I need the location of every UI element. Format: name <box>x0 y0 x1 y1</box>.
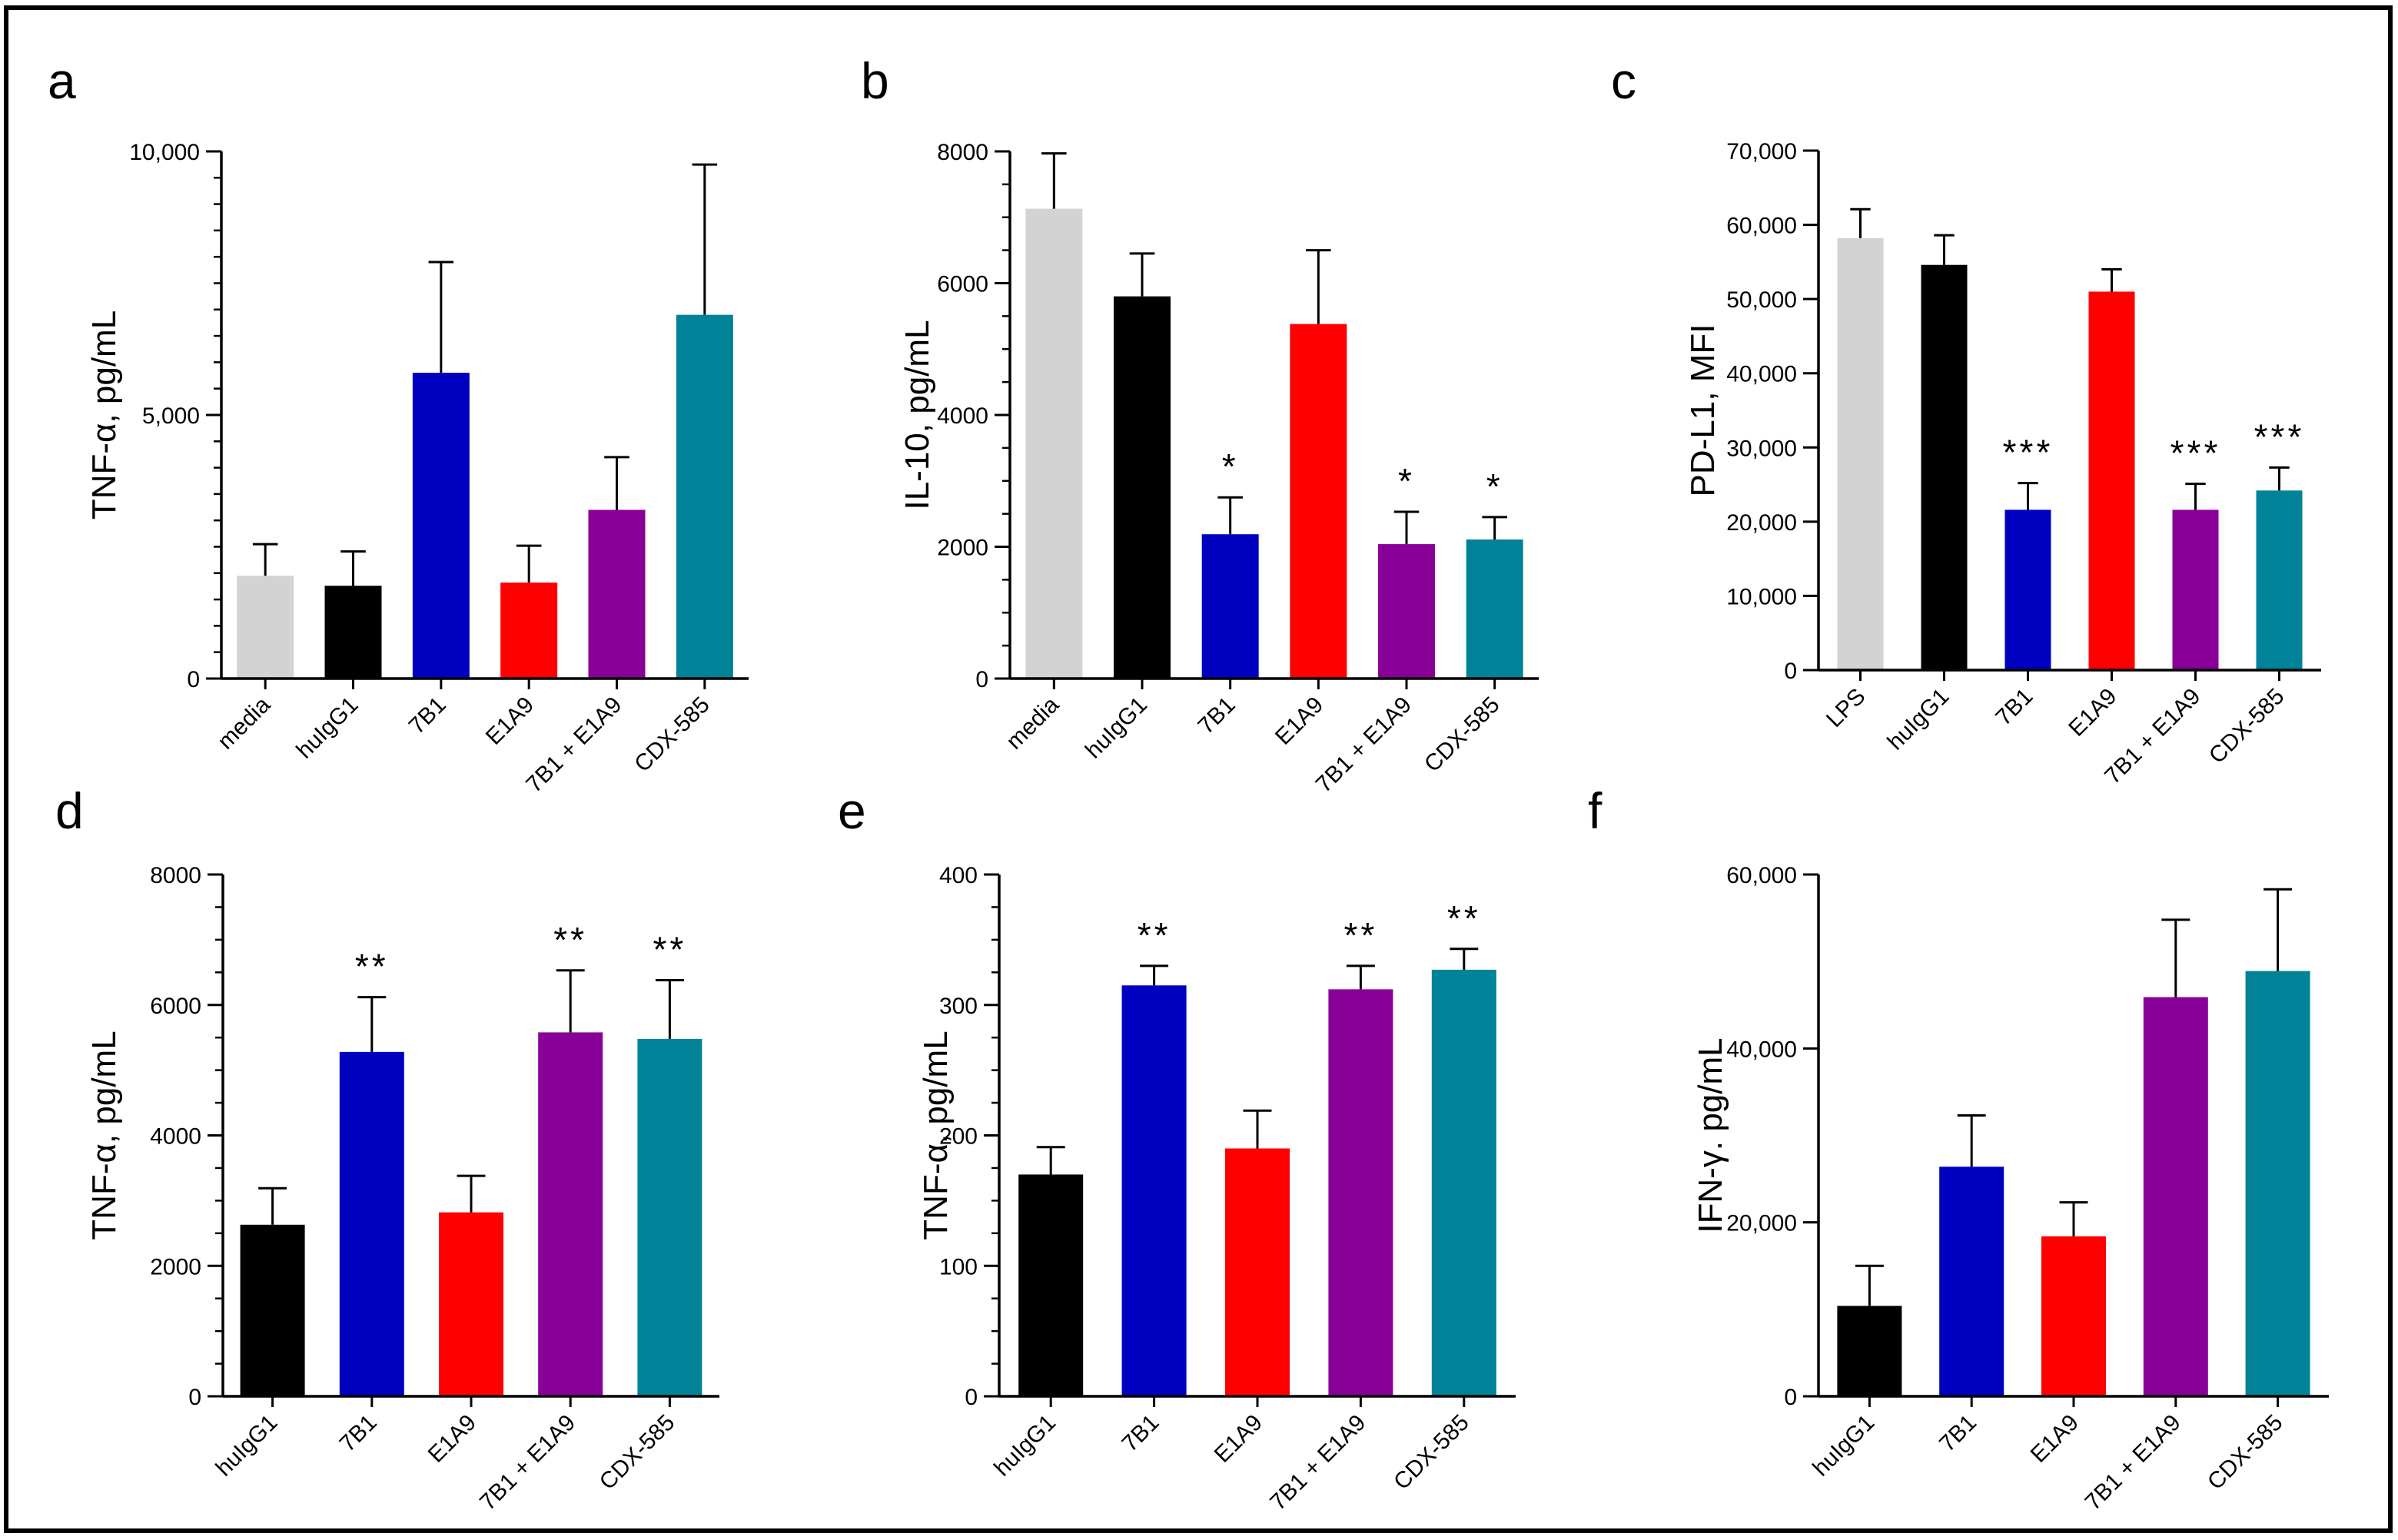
bar-e1a9 <box>1225 1148 1290 1396</box>
y-axis-label: PD-L1, MFI <box>1684 324 1722 497</box>
bar-7b1e1a9 <box>588 509 646 679</box>
panel-letter: a <box>48 52 76 109</box>
significance-marker: * <box>1398 461 1415 501</box>
bar-lps <box>1837 237 1884 670</box>
bar-e1a9 <box>439 1212 503 1396</box>
significance-marker: ** <box>553 920 587 960</box>
y-tick-label: 4000 <box>150 1124 201 1150</box>
panel-letter: e <box>838 782 866 839</box>
panel-letter: d <box>55 782 84 839</box>
bar-huigg1 <box>324 586 382 679</box>
y-axis-label: TNF-α, pg/mL <box>85 310 123 519</box>
y-tick-label: 200 <box>939 1124 978 1150</box>
bar-huigg1 <box>1114 296 1171 679</box>
bar-huigg1 <box>240 1224 305 1396</box>
y-tick-label: 20,000 <box>1726 510 1797 536</box>
y-axis-label: TNF-α, pg/mL <box>85 1031 123 1240</box>
y-tick-label: 10,000 <box>129 140 200 165</box>
bar-media <box>1025 208 1083 679</box>
bar-7b1 <box>1121 985 1187 1396</box>
y-tick-label: 5,000 <box>142 403 200 429</box>
significance-marker: ** <box>355 947 389 987</box>
bar-7b1 <box>2004 509 2051 670</box>
y-axis-label: TNF-α, pg/mL <box>917 1031 955 1240</box>
significance-marker: ** <box>1447 898 1481 938</box>
bar-e1a9 <box>500 582 558 679</box>
bar-cdx-585 <box>676 314 733 679</box>
y-tick-label: 10,000 <box>1726 584 1797 609</box>
y-tick-label: 0 <box>975 667 988 692</box>
panel-letter: c <box>1611 52 1636 109</box>
bar-e1a9 <box>2041 1236 2106 1396</box>
bar-huigg1 <box>1837 1306 1902 1396</box>
y-tick-label: 60,000 <box>1726 863 1797 888</box>
y-tick-label: 20,000 <box>1726 1211 1797 1236</box>
y-axis-label: IL-10, pg/mL <box>898 320 936 509</box>
y-tick-label: 6000 <box>150 994 201 1019</box>
bar-cdx-585 <box>2256 490 2303 670</box>
y-axis-label: IFN-γ. pg/mL <box>1692 1037 1729 1233</box>
bar-7b1 <box>412 373 470 679</box>
bar-7b1 <box>339 1051 404 1396</box>
y-tick-label: 0 <box>188 1385 201 1410</box>
y-tick-label: 40,000 <box>1726 1037 1797 1062</box>
bar-huigg1 <box>1921 264 1968 671</box>
bar-7b1e1a9 <box>1378 544 1435 679</box>
bar-cdx-585 <box>1431 969 1496 1396</box>
bar-media <box>237 576 294 679</box>
y-tick-label: 40,000 <box>1726 362 1797 387</box>
bar-cdx-585 <box>2245 971 2310 1396</box>
y-tick-label: 100 <box>939 1254 978 1279</box>
bar-7b1 <box>1201 534 1259 679</box>
chart-panel-c: c PD-L1, MFI 0 10,000 20,000 30,000 40,000 50,0… <box>1611 52 2321 789</box>
bar-7b1 <box>1939 1167 2004 1396</box>
significance-marker: ** <box>653 929 686 969</box>
bar-cdx-585 <box>1466 539 1523 679</box>
y-tick-label: 30,000 <box>1726 436 1797 461</box>
significance-marker: *** <box>2170 433 2221 473</box>
significance-marker: *** <box>2003 433 2054 473</box>
y-tick-label: 70,000 <box>1726 139 1797 164</box>
significance-marker: * <box>1222 446 1239 486</box>
significance-marker: *** <box>2254 417 2305 456</box>
bar-7b1e1a9 <box>2172 509 2219 670</box>
y-tick-label: 4000 <box>937 403 988 429</box>
y-tick-label: 2000 <box>937 536 988 561</box>
significance-marker: ** <box>1343 915 1377 955</box>
bar-huigg1 <box>1018 1174 1084 1396</box>
y-tick-label: 6000 <box>937 272 988 297</box>
y-tick-label: 50,000 <box>1726 287 1797 313</box>
y-tick-label: 2000 <box>150 1254 201 1279</box>
y-tick-label: 60,000 <box>1726 214 1797 239</box>
y-tick-label: 8000 <box>937 140 988 165</box>
y-tick-label: 0 <box>1784 1385 1797 1410</box>
bar-7b1e1a9 <box>538 1032 603 1396</box>
bar-7b1e1a9 <box>1328 989 1393 1396</box>
bar-e1a9 <box>2088 291 2135 670</box>
significance-marker: ** <box>1138 915 1171 955</box>
y-tick-label: 0 <box>1784 659 1797 684</box>
y-tick-label: 300 <box>939 994 978 1019</box>
panel-letter: b <box>861 52 889 109</box>
y-tick-label: 400 <box>939 863 978 888</box>
panel-letter: f <box>1588 782 1603 839</box>
y-tick-label: 8000 <box>150 863 201 888</box>
bar-e1a9 <box>1290 324 1347 679</box>
significance-marker: * <box>1486 466 1503 506</box>
y-tick-label: 0 <box>187 667 200 692</box>
bar-cdx-585 <box>637 1038 702 1396</box>
bar-7b1e1a9 <box>2143 997 2208 1396</box>
y-tick-label: 0 <box>965 1385 978 1410</box>
